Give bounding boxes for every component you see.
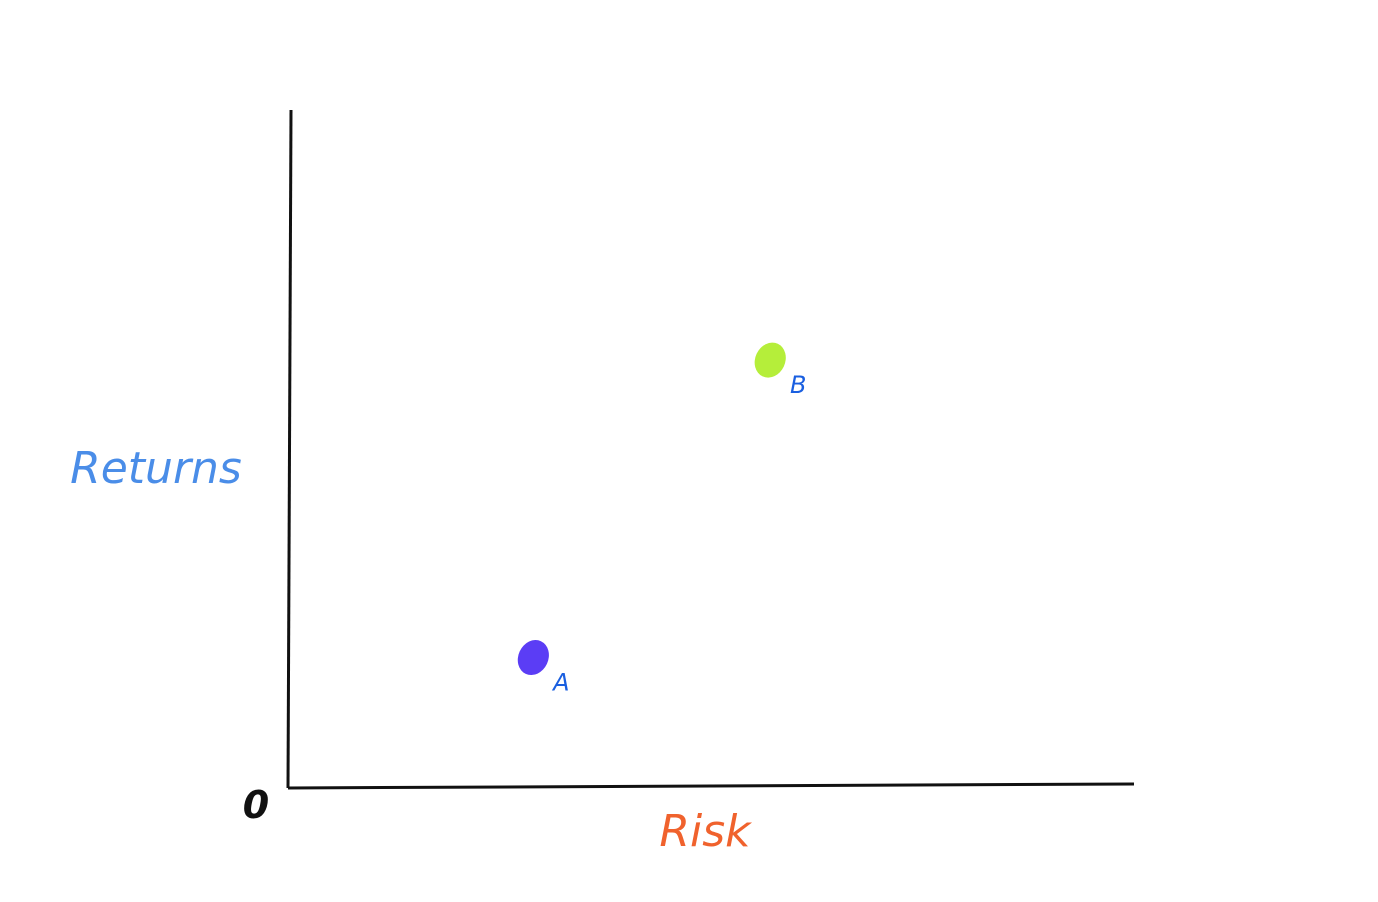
data-point-b <box>754 342 786 378</box>
data-point-label-a: A <box>551 669 569 697</box>
x-axis-label: Risk <box>659 806 752 857</box>
data-point-label-b: B <box>790 371 806 399</box>
y-axis-line <box>286 109 293 789</box>
origin-label: 0 <box>243 783 269 827</box>
data-points: AB <box>517 342 806 697</box>
y-axis-label: Returns <box>70 443 242 494</box>
x-axis-line <box>287 782 1135 790</box>
data-point-a <box>517 640 549 676</box>
